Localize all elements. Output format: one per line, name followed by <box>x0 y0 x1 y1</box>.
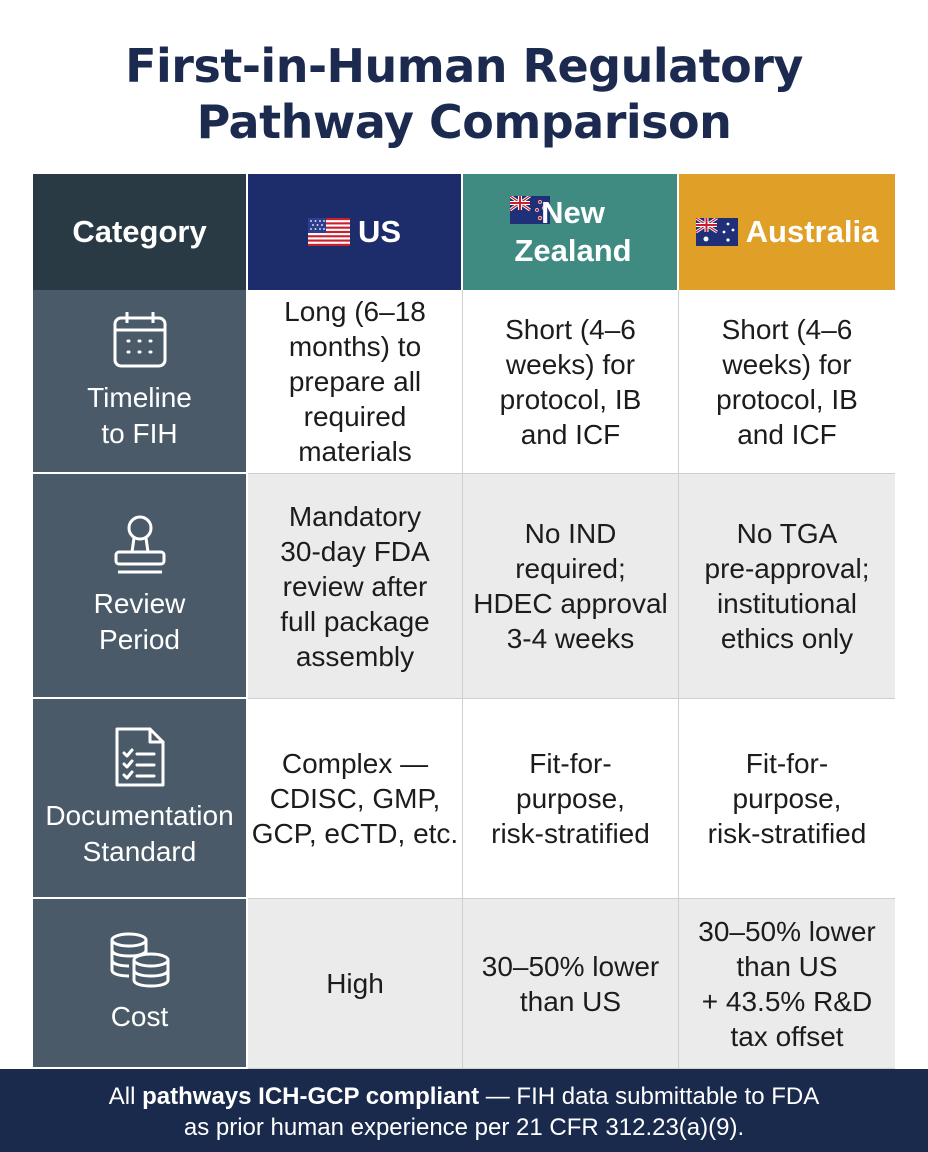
cell-us-cost: High <box>248 899 463 1069</box>
cell-nz-documentation: Fit-for- purpose, risk-stratified <box>463 699 679 899</box>
header-new-zealand: New Zealand <box>463 174 679 290</box>
footer-line-2: as prior human experience per 21 CFR 312… <box>183 1114 745 1141</box>
footer-note: All pathways ICH-GCP compliant — FIH dat… <box>0 1069 928 1152</box>
cell-au-timeline: Short (4–6 weeks) for protocol, IB and I… <box>679 290 895 474</box>
category-review-period-label: Review Period <box>93 587 186 655</box>
au-flag-icon <box>695 218 738 246</box>
comparison-table: Category US <box>33 174 895 1069</box>
header-category-label: Category <box>72 214 207 249</box>
header-category: Category <box>33 174 248 290</box>
calendar-icon <box>113 312 166 368</box>
cell-nz-cost: 30–50% lower than US <box>463 899 679 1069</box>
footer-prefix: All <box>108 1083 143 1110</box>
category-cost-label: Cost <box>110 1001 169 1032</box>
nz-flag-icon <box>510 196 550 224</box>
header-us-label: US <box>357 214 402 249</box>
category-review-period: Review Period <box>33 474 248 699</box>
cell-nz-timeline: Short (4–6 weeks) for protocol, IB and I… <box>463 290 679 474</box>
page-title: First-in-Human Regulatory Pathway Compar… <box>0 38 928 150</box>
footer-line-1: All pathways ICH-GCP compliant — FIH dat… <box>0 1081 928 1112</box>
cell-us-review: Mandatory 30-day FDA review after full p… <box>248 474 463 699</box>
cell-au-review: No TGA pre-approval; institutional ethic… <box>679 474 895 699</box>
category-documentation: Documentation Standard <box>33 699 248 899</box>
header-australia: Australia <box>679 174 895 290</box>
category-timeline-label: Timeline to FIH <box>87 382 192 449</box>
cell-us-documentation: Complex — CDISC, GMP, GCP, eCTD, etc. <box>248 699 463 899</box>
cell-au-cost: 30–50% lower than US + 43.5% R&D tax off… <box>679 899 895 1069</box>
footer-bold: pathways ICH-GCP compliant <box>142 1083 480 1110</box>
category-cost: Cost <box>33 899 248 1069</box>
header-new-zealand-label: New Zealand <box>514 195 632 268</box>
us-flag-icon <box>307 218 350 246</box>
cell-au-documentation: Fit-for- purpose, risk-stratified <box>679 699 895 899</box>
header-australia-label: Australia <box>745 214 879 249</box>
category-timeline: Timeline to FIH <box>33 290 248 474</box>
stamp-icon <box>114 515 165 573</box>
checklist-document-icon <box>115 727 164 787</box>
coins-icon <box>110 932 169 988</box>
title-line-1: First-in-Human Regulatory <box>125 39 803 93</box>
category-documentation-label: Documentation Standard <box>45 800 234 867</box>
header-us: US <box>248 174 463 290</box>
title-line-2: Pathway Comparison <box>196 95 732 149</box>
footer-line-1-rest: — FIH data submittable to FDA <box>479 1083 820 1110</box>
cell-nz-review: No IND required; HDEC approval 3-4 weeks <box>463 474 679 699</box>
cell-us-timeline: Long (6–18 months) to prepare all requir… <box>248 290 463 474</box>
